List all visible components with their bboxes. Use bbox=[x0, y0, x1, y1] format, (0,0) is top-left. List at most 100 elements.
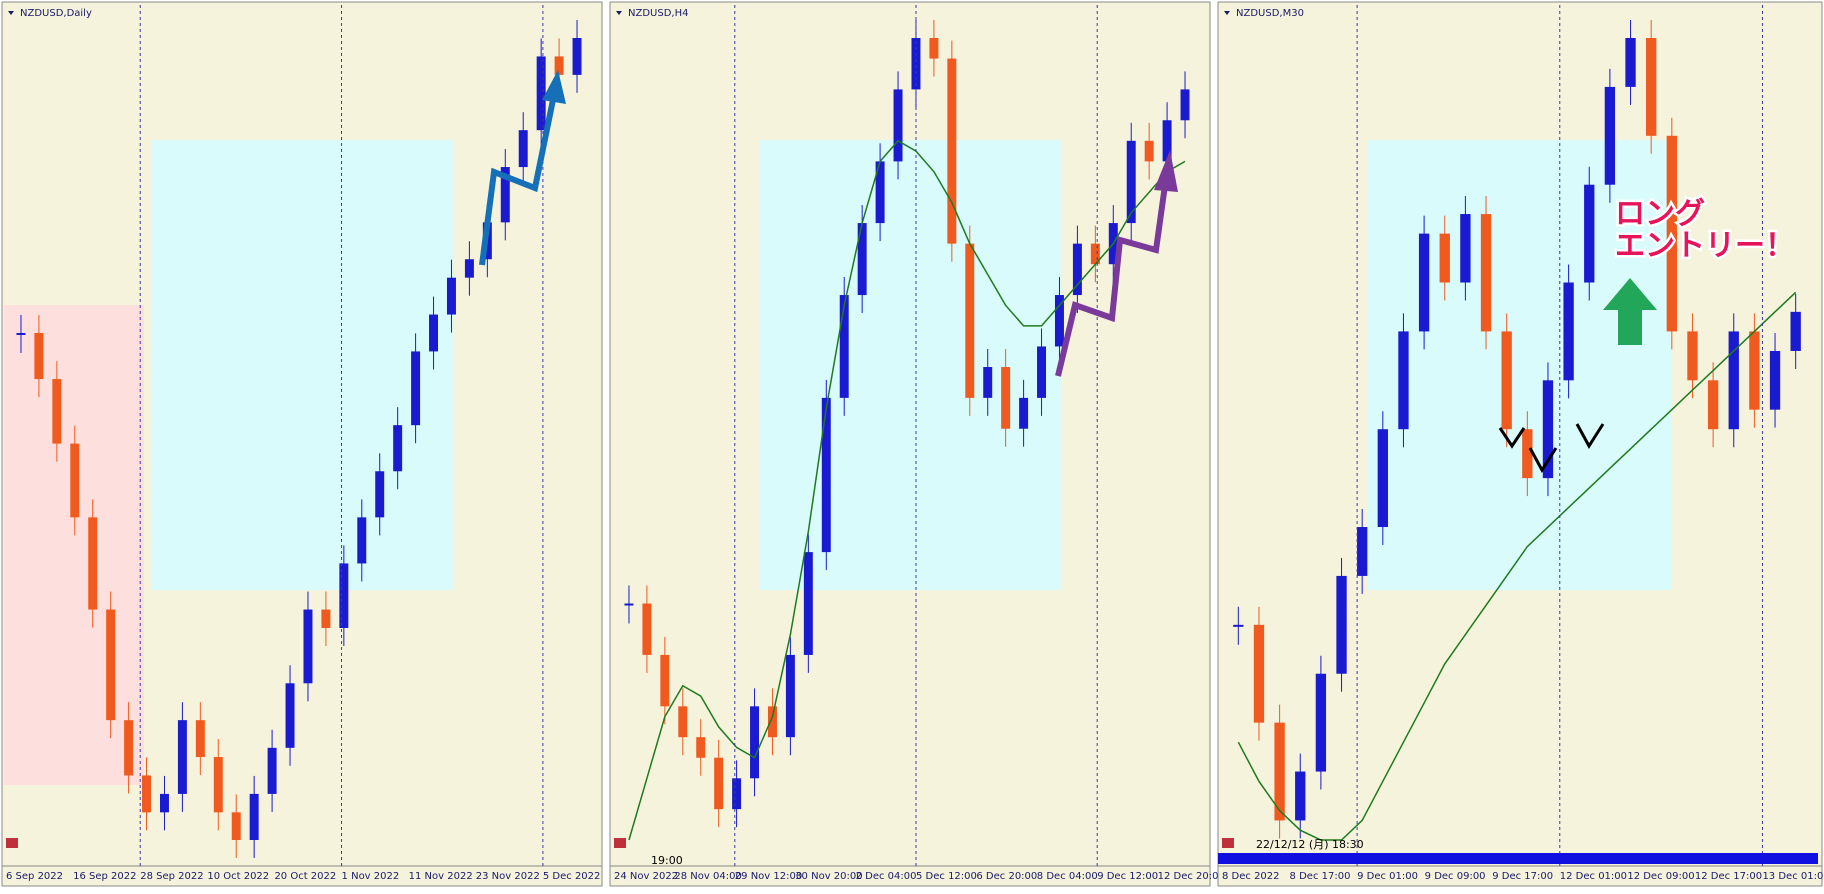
date-label: 9 Dec 12:00 bbox=[1097, 871, 1158, 882]
candle bbox=[1625, 38, 1636, 87]
candle bbox=[839, 295, 849, 398]
arrow-blue bbox=[479, 84, 559, 266]
panel-title: NZDUSD,H4 bbox=[628, 8, 688, 19]
session-bar bbox=[1218, 853, 1818, 864]
date-label: 30 Nov 20:00 bbox=[795, 871, 862, 882]
candle bbox=[1037, 346, 1047, 398]
date-label: 12 Dec 17:00 bbox=[1695, 871, 1762, 882]
date-label: 16 Sep 2022 bbox=[73, 871, 136, 882]
candle bbox=[285, 683, 295, 748]
zone bbox=[1368, 140, 1672, 590]
date-label: 5 Dec 12:00 bbox=[916, 871, 977, 882]
candle bbox=[1460, 214, 1471, 283]
candle bbox=[983, 367, 993, 398]
candle bbox=[429, 314, 439, 352]
candle bbox=[88, 517, 98, 610]
close-btn bbox=[6, 838, 18, 848]
candle bbox=[195, 720, 205, 758]
candle bbox=[803, 552, 813, 655]
bottom-mark bbox=[1575, 423, 1605, 449]
candle bbox=[929, 38, 939, 59]
date-label: 9 Dec 01:00 bbox=[1357, 871, 1418, 882]
time-label: 19:00 bbox=[651, 854, 683, 867]
candle bbox=[339, 563, 349, 628]
candle bbox=[1480, 214, 1492, 332]
candle bbox=[1019, 397, 1029, 429]
candle bbox=[124, 720, 134, 776]
date-label: 2 Dec 04:00 bbox=[856, 871, 917, 882]
candle bbox=[1584, 184, 1595, 283]
candle bbox=[1522, 429, 1533, 479]
bottom-mark bbox=[1528, 447, 1558, 473]
panel-title: NZDUSD,Daily bbox=[20, 8, 92, 19]
date-label: 6 Sep 2022 bbox=[6, 871, 63, 882]
zone bbox=[759, 140, 1061, 590]
candle bbox=[446, 277, 456, 315]
title-arrow bbox=[616, 11, 622, 15]
candle bbox=[249, 793, 259, 840]
date-label: 23 Nov 2022 bbox=[476, 871, 540, 882]
candle bbox=[1377, 429, 1388, 528]
moving-average bbox=[1237, 291, 1797, 841]
candle bbox=[1749, 331, 1760, 410]
date-label: 10 Oct 2022 bbox=[207, 871, 269, 882]
entry-label: エントリー！ bbox=[1615, 229, 1795, 264]
candle bbox=[1769, 350, 1781, 410]
candle bbox=[750, 706, 760, 779]
candle bbox=[1666, 135, 1677, 332]
candle bbox=[678, 706, 688, 738]
title-arrow bbox=[1224, 11, 1230, 15]
entry-label: ロング bbox=[1615, 197, 1705, 232]
candle bbox=[1336, 575, 1347, 674]
candle bbox=[16, 332, 26, 335]
time-label: 22/12/12 (月) 18:30 bbox=[1256, 838, 1364, 851]
candle bbox=[875, 161, 885, 224]
candle bbox=[106, 609, 116, 721]
candle bbox=[1233, 624, 1244, 627]
candle bbox=[911, 38, 921, 90]
candle bbox=[1687, 331, 1698, 381]
bottom-mark bbox=[1498, 427, 1526, 449]
candle bbox=[732, 778, 742, 810]
candle bbox=[518, 130, 528, 168]
date-label: 6 Dec 20:00 bbox=[976, 871, 1037, 882]
date-label: 13 Dec 01:00 bbox=[1762, 871, 1824, 882]
candle bbox=[893, 89, 903, 162]
candle bbox=[1357, 527, 1368, 576]
candle bbox=[464, 259, 474, 278]
candle bbox=[177, 720, 187, 794]
candle bbox=[1001, 367, 1011, 429]
candle bbox=[1126, 140, 1136, 224]
candle bbox=[267, 747, 277, 794]
zone bbox=[4, 305, 144, 785]
candle bbox=[714, 757, 724, 810]
date-label: 8 Dec 2022 bbox=[1222, 871, 1280, 882]
date-label: 1 Nov 2022 bbox=[342, 871, 400, 882]
candle bbox=[536, 56, 546, 131]
close-btn bbox=[1222, 838, 1234, 848]
candle bbox=[159, 793, 169, 813]
candle bbox=[1144, 140, 1154, 162]
date-label: 9 Dec 17:00 bbox=[1492, 871, 1553, 882]
title-arrow bbox=[8, 11, 14, 15]
date-label: 11 Nov 2022 bbox=[409, 871, 473, 882]
candle bbox=[821, 397, 831, 553]
date-label: 12 Dec 20:00 bbox=[1158, 871, 1225, 882]
candle bbox=[1563, 282, 1574, 381]
moving-average bbox=[628, 139, 1186, 841]
candle bbox=[785, 654, 795, 738]
date-label: 12 Dec 09:00 bbox=[1627, 871, 1694, 882]
candle bbox=[696, 737, 706, 758]
candle bbox=[375, 471, 385, 518]
candle bbox=[1790, 311, 1801, 351]
arrow-blue-head bbox=[542, 70, 566, 104]
candle bbox=[1072, 243, 1082, 296]
arrow-green bbox=[1603, 278, 1657, 345]
candle bbox=[1707, 380, 1719, 430]
candle bbox=[1295, 771, 1306, 821]
candle bbox=[1646, 38, 1657, 136]
candle bbox=[357, 517, 367, 564]
candle bbox=[1253, 624, 1265, 723]
date-label: 8 Dec 17:00 bbox=[1290, 871, 1351, 882]
